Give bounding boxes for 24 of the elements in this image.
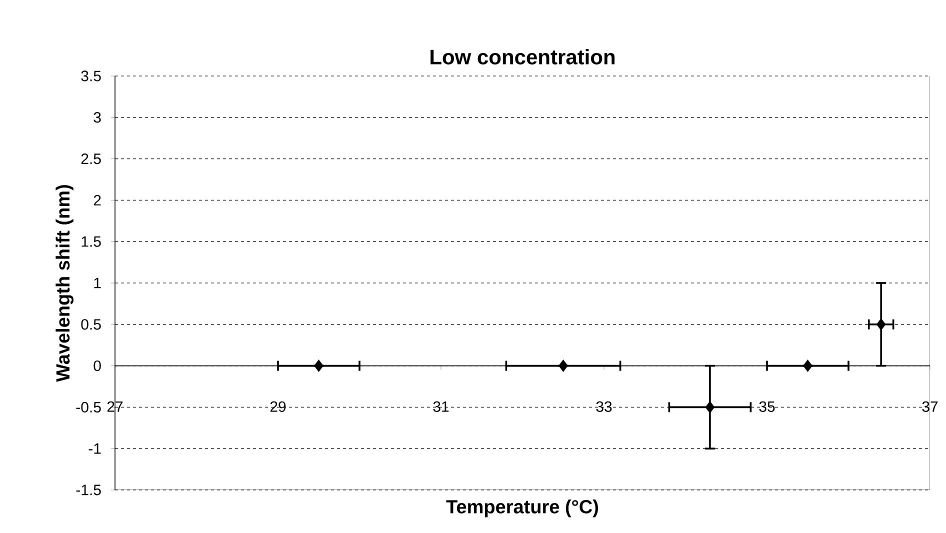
y-tick-label: -1 xyxy=(88,443,101,454)
y-tick-label: 1.5 xyxy=(82,236,101,247)
point xyxy=(803,360,812,372)
y-axis-title: Wavelength shift (nm) xyxy=(56,185,74,382)
x-axis-title: Temperature (°C) xyxy=(446,500,598,518)
y-tick-label: 3 xyxy=(94,112,101,123)
y-tick-label: 0 xyxy=(94,360,101,372)
x-tick-label: 37 xyxy=(922,401,938,412)
y-tick-label: 2 xyxy=(94,194,101,206)
y-tick-label: 3.5 xyxy=(81,70,101,82)
x-tick-label: 35 xyxy=(759,401,775,412)
x-tick-label: 29 xyxy=(270,401,286,412)
y-tick-label: 2.5 xyxy=(81,153,101,164)
chart-title: Low concentration xyxy=(430,49,615,64)
y-tick-label: -1.5 xyxy=(76,484,101,496)
x-tick-label: 31 xyxy=(433,401,449,412)
y-tick-label: 0.5 xyxy=(81,319,101,330)
y-tick-label: 1 xyxy=(94,278,101,288)
x-tick-label: 33 xyxy=(596,401,612,412)
point xyxy=(314,360,324,372)
point xyxy=(558,360,568,372)
point xyxy=(705,401,714,413)
y-tick-label: -0.5 xyxy=(76,402,101,412)
point xyxy=(876,318,886,330)
